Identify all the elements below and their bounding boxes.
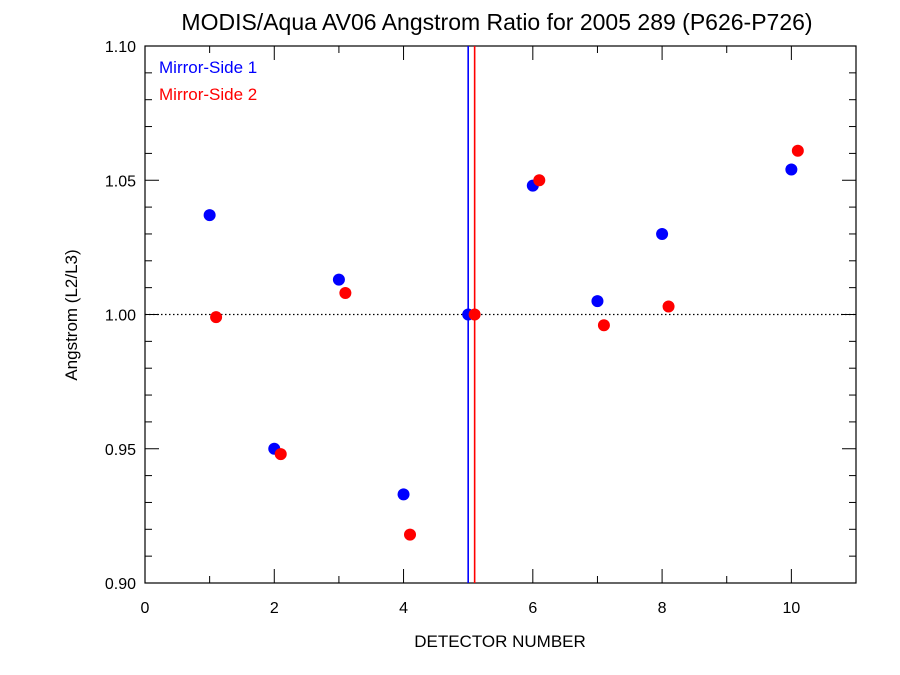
x-tick-label: 2 xyxy=(270,600,279,617)
chart-title: MODIS/Aqua AV06 Angstrom Ratio for 2005 … xyxy=(181,9,812,35)
data-point-series-2 xyxy=(468,308,481,321)
y-axis-label: Angstrom (L2/L3) xyxy=(62,249,81,380)
y-tick-label: 0.95 xyxy=(105,442,136,459)
x-tick-label: 6 xyxy=(528,600,537,617)
data-point-series-2 xyxy=(339,287,352,300)
x-tick-label: 8 xyxy=(658,600,667,617)
y-tick-label: 0.90 xyxy=(105,576,136,593)
y-tick-label: 1.00 xyxy=(105,308,136,325)
plot-area: 0 2 4 6 8 10 0.90 0.95 1.00 1.05 1.10 xyxy=(105,39,857,617)
data-point-series-1 xyxy=(203,209,216,222)
data-point-series-1 xyxy=(332,273,345,286)
y-tick-label: 1.10 xyxy=(105,39,136,56)
data-point-series-2 xyxy=(662,300,675,313)
data-point-series-1 xyxy=(656,227,669,240)
data-point-series-1 xyxy=(785,163,798,176)
data-point-series-1 xyxy=(397,488,410,501)
data-point-series-1 xyxy=(591,295,604,308)
x-tick-label: 0 xyxy=(141,600,150,617)
data-point-series-2 xyxy=(597,319,610,332)
data-point-series-2 xyxy=(533,174,546,187)
data-point-series-2 xyxy=(791,144,804,157)
legend: Mirror-Side 1 Mirror-Side 2 xyxy=(159,58,257,104)
data-point-series-2 xyxy=(210,311,223,324)
legend-entry-mirror-side-2: Mirror-Side 2 xyxy=(159,85,257,104)
data-point-series-2 xyxy=(404,528,417,541)
x-axis-label: DETECTOR NUMBER xyxy=(414,632,586,651)
x-tick-label: 4 xyxy=(399,600,408,617)
legend-entry-mirror-side-1: Mirror-Side 1 xyxy=(159,58,257,77)
x-tick-label: 10 xyxy=(782,600,800,617)
data-point-series-2 xyxy=(274,448,287,461)
y-tick-label: 1.05 xyxy=(105,173,136,190)
